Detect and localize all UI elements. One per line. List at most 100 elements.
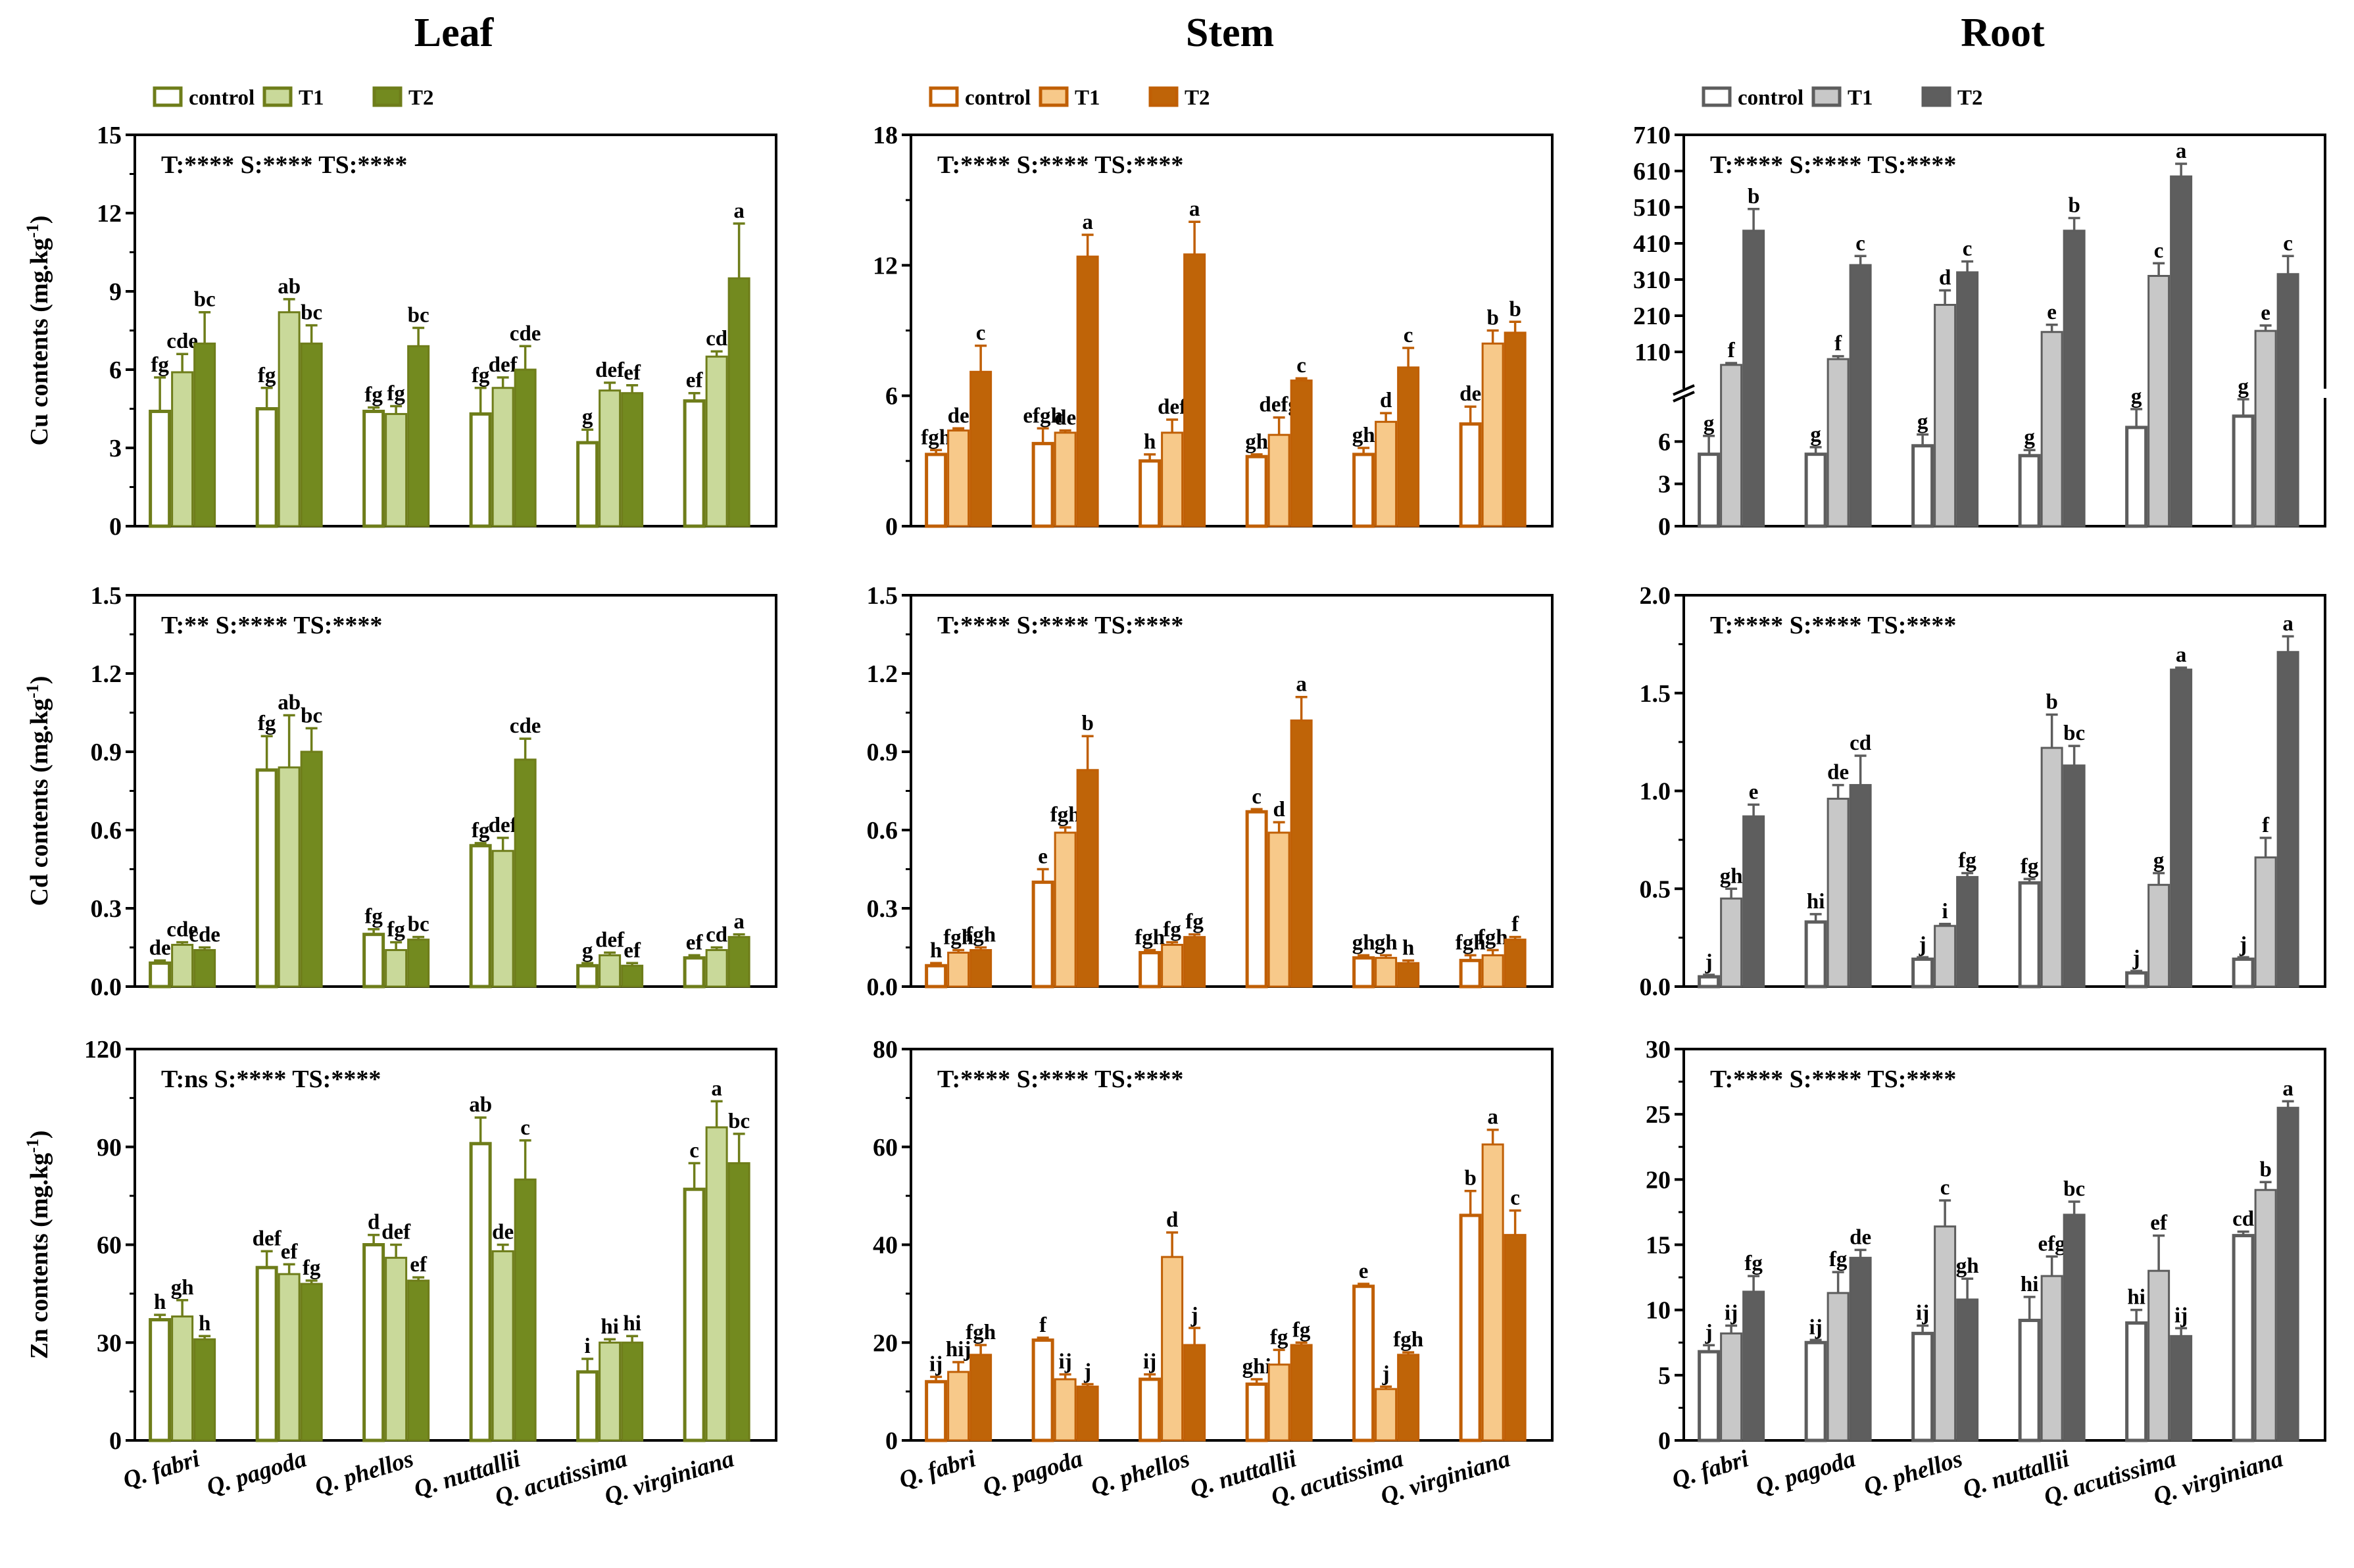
significance-label: ij xyxy=(2174,1304,2188,1327)
significance-label: fg xyxy=(1292,1318,1311,1342)
bar-t1 xyxy=(278,311,301,527)
y-tick-label: 90 xyxy=(97,1134,122,1162)
significance-label: efgh xyxy=(1023,404,1063,428)
bar-control xyxy=(1245,1382,1268,1442)
bar-control xyxy=(1245,454,1268,528)
significance-label: d xyxy=(1166,1208,1178,1232)
significance-label: h xyxy=(1402,936,1414,960)
significance-label: h xyxy=(154,1290,166,1314)
panel-leaf-cd: 0.00.30.60.91.21.5T:** S:**** TS:****dec… xyxy=(91,582,777,1001)
bar-t1 xyxy=(278,766,301,988)
y-tick-label: 6 xyxy=(109,356,122,384)
bar-t2 xyxy=(1397,962,1420,988)
bar-t1 xyxy=(385,1256,408,1442)
significance-label: ghi xyxy=(1242,1355,1271,1379)
y-axis-label-row-1: Cu contents (mg.kg-1) xyxy=(23,216,53,446)
significance-label: ij xyxy=(1725,1301,1738,1325)
significance-label: a xyxy=(1296,673,1307,697)
significance-label: d xyxy=(368,1211,380,1235)
bar-control xyxy=(925,453,948,528)
bar-t2 xyxy=(1849,1256,1872,1442)
bar-t2 xyxy=(1076,769,1099,988)
y-axis-label-close: ) xyxy=(26,1131,53,1139)
bar-t1 xyxy=(1481,954,1504,988)
y-tick-label: 10 xyxy=(1646,1297,1671,1325)
significance-label: a xyxy=(1487,1106,1498,1129)
panel-root-cd: 0.0 0.5 1.0 1.5 2.0 T:**** S:**** TS:**** j gh e… xyxy=(1640,582,2326,1001)
significance-label: b xyxy=(1486,306,1498,330)
bar-control xyxy=(925,964,948,989)
y-tick-label: 1.2 xyxy=(867,660,898,688)
bar-t2 xyxy=(1849,264,1872,527)
significance-label: e xyxy=(1038,845,1048,869)
bar-t1 xyxy=(491,1250,514,1442)
column-title-root: Root xyxy=(1961,11,2045,55)
legend-label-control: control xyxy=(189,86,255,110)
significance-label: hi xyxy=(2127,1286,2146,1310)
y-tick-label: 0.0 xyxy=(867,973,898,1001)
y-tick-label: 0.9 xyxy=(91,739,122,766)
bar-t2 xyxy=(1290,719,1313,988)
bar-t1 xyxy=(1934,1225,1957,1442)
bar-t2 xyxy=(2276,1106,2299,1442)
bar-t1 xyxy=(1375,420,1398,527)
significance-label: b xyxy=(2259,1158,2271,1181)
significance-label: fg xyxy=(387,382,405,406)
significance-label: a xyxy=(733,199,745,223)
significance-label: fg xyxy=(1270,1325,1288,1349)
significance-label: b xyxy=(1509,297,1521,321)
bar-t2 xyxy=(969,370,993,527)
significance-label: fg xyxy=(1958,848,1976,872)
bar-control xyxy=(1911,1331,1934,1442)
bar-t1 xyxy=(171,371,194,527)
y-tick-label: 510 xyxy=(1633,194,1671,222)
significance-label: bc xyxy=(301,301,322,325)
y-tick-label: 6 xyxy=(1658,428,1671,456)
bar-t1 xyxy=(1375,1388,1398,1442)
bar-t2 xyxy=(300,342,323,527)
significance-label: gh xyxy=(1245,430,1268,454)
plot-frame xyxy=(910,594,1554,988)
plot-frame xyxy=(134,134,777,527)
significance-label: c xyxy=(1510,1186,1520,1210)
significance-label: e xyxy=(2261,301,2270,325)
bar-control xyxy=(362,409,385,528)
column-title-stem: Stem xyxy=(1186,11,1274,55)
significance-label: cd xyxy=(1850,731,1871,755)
significance-label: cd xyxy=(706,327,727,351)
significance-label: i xyxy=(1942,900,1948,923)
significance-label: de xyxy=(149,936,171,960)
plot-frame xyxy=(910,134,1554,527)
bar-t1 xyxy=(1267,433,1290,527)
y-axis-label-superscript: -1 xyxy=(23,224,42,238)
bar-control xyxy=(2232,414,2255,528)
significance-label: def xyxy=(595,358,625,382)
significance-label: cde xyxy=(510,714,541,738)
significance-label: h xyxy=(1144,430,1156,454)
significance-label: e xyxy=(2047,301,2057,324)
bar-t2 xyxy=(193,1338,216,1442)
y-tick-label: 610 xyxy=(1633,158,1671,185)
significance-label: cde xyxy=(510,322,541,345)
significance-label: j xyxy=(1919,933,1926,956)
significance-label: ef xyxy=(2150,1212,2168,1235)
significance-label: bc xyxy=(408,913,429,937)
bar-control xyxy=(1031,441,1054,528)
significance-label: a xyxy=(1189,197,1200,221)
significance-label: fg xyxy=(258,364,276,387)
bar-t1 xyxy=(599,1341,622,1442)
bar-t2 xyxy=(727,936,750,988)
bar-control xyxy=(1245,810,1268,989)
significance-label: j xyxy=(1705,950,1713,974)
legend-swatch-control xyxy=(929,86,959,107)
legend-label-t2: T2 xyxy=(1957,86,1983,110)
significance-label: ij xyxy=(1059,1350,1072,1374)
significance-label: hi xyxy=(2021,1273,2039,1296)
significance-label: a xyxy=(711,1077,722,1100)
significance-label: efg xyxy=(2038,1232,2067,1256)
bar-t1 xyxy=(705,355,728,527)
significance-label: c xyxy=(1296,354,1306,378)
legend-label-control: control xyxy=(965,86,1031,110)
